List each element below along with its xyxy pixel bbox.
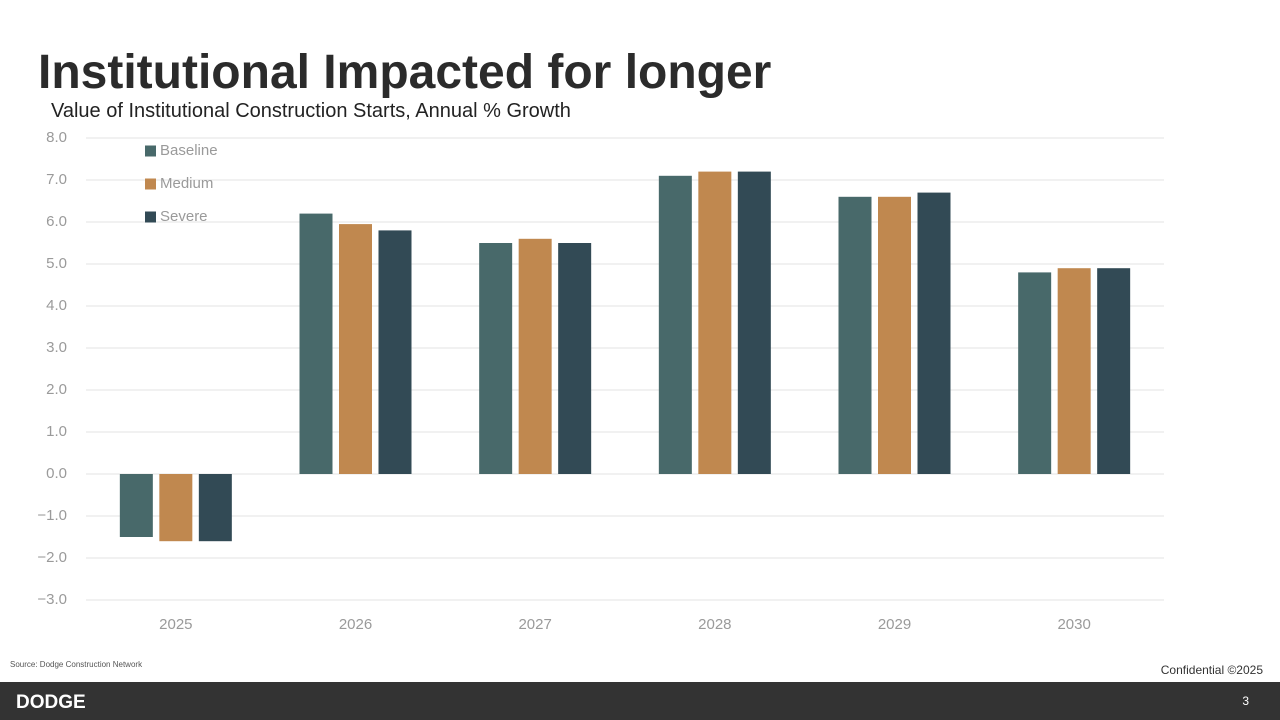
- y-tick-label: −2.0: [37, 549, 67, 566]
- legend-swatch: [145, 145, 156, 157]
- source-note: Source: Dodge Construction Network: [10, 660, 143, 669]
- y-tick-label: 2.0: [46, 381, 67, 398]
- x-tick-label: 2025: [159, 616, 192, 633]
- bar: [479, 243, 513, 474]
- bar: [878, 196, 911, 475]
- bar: [737, 171, 771, 474]
- bar: [159, 474, 193, 542]
- plot: 8.0 7.0 6.0 5.0 4.0 3.0 2.0 1.0 0.0 −1.0 −2.0 −3.0 2…: [37, 129, 1164, 633]
- logo: DODGE: [16, 692, 86, 713]
- x-tick-label: 2029: [878, 616, 911, 633]
- bar: [838, 196, 872, 475]
- bar: [1057, 268, 1091, 474]
- legend-swatch: [145, 178, 156, 190]
- bar: [339, 224, 372, 474]
- legend-label: Severe: [160, 208, 208, 225]
- bar: [1097, 268, 1131, 474]
- bar: [299, 213, 333, 474]
- chart-title: Value of Institutional Construction Star…: [51, 100, 571, 122]
- bar: [698, 171, 732, 474]
- y-tick-label: 0.0: [46, 465, 67, 482]
- legend-swatch: [145, 211, 156, 223]
- bar: [1018, 272, 1052, 474]
- legend-label: Medium: [160, 175, 213, 192]
- y-tick-label: −1.0: [37, 507, 67, 524]
- y-tick-label: 6.0: [46, 213, 67, 230]
- y-tick-label: 7.0: [46, 171, 67, 188]
- bar: [518, 238, 552, 474]
- legend-label: Baseline: [160, 142, 218, 159]
- page-number: 3: [1242, 694, 1249, 708]
- y-tick-label: 4.0: [46, 297, 67, 314]
- bar: [119, 474, 153, 537]
- x-tick-label: 2028: [698, 616, 731, 633]
- y-tick-label: 1.0: [46, 423, 67, 440]
- footer-bar: [0, 682, 1280, 720]
- x-tick-label: 2026: [339, 616, 372, 633]
- bar: [198, 474, 232, 542]
- y-tick-label: 8.0: [46, 129, 67, 146]
- bar: [378, 230, 412, 474]
- x-tick-label: 2027: [518, 616, 551, 633]
- bar: [558, 243, 592, 474]
- confidential-note: Confidential ©2025: [1161, 663, 1264, 677]
- bar: [658, 175, 692, 475]
- slide-title: Institutional Impacted for longer: [38, 46, 771, 99]
- y-tick-label: −3.0: [37, 591, 67, 608]
- y-tick-label: 5.0: [46, 255, 67, 272]
- x-tick-label: 2030: [1057, 616, 1090, 633]
- y-tick-label: 3.0: [46, 339, 67, 356]
- bar: [917, 192, 951, 474]
